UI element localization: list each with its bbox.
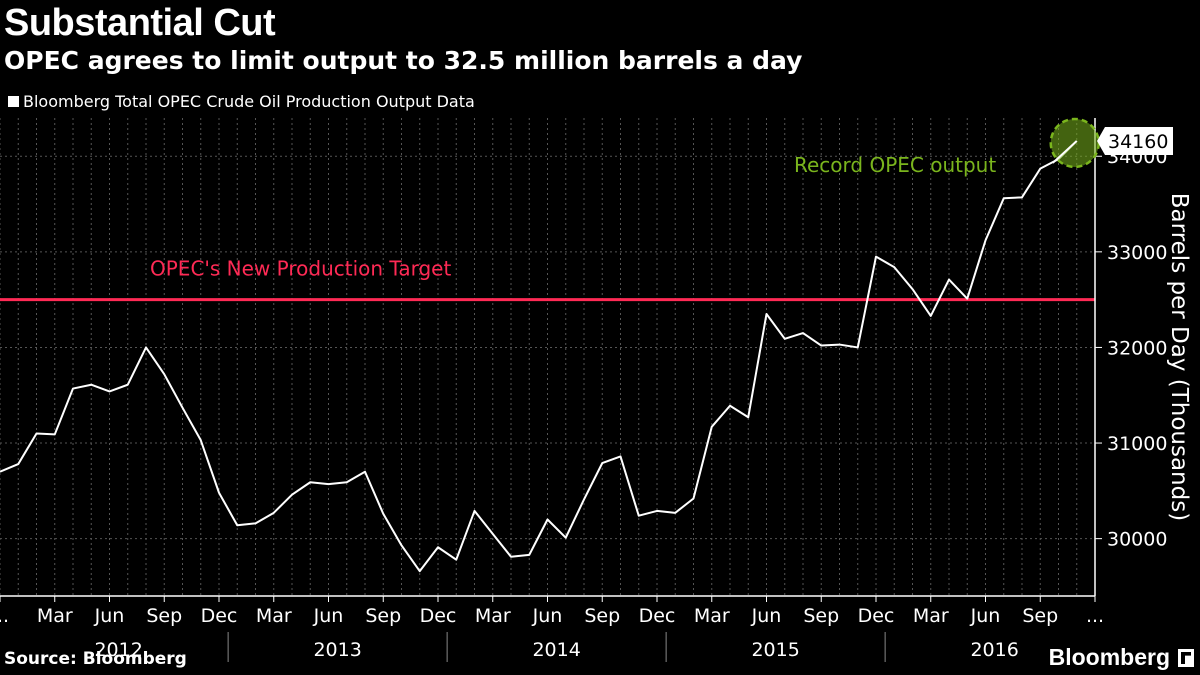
series-line-group bbox=[0, 140, 1078, 573]
x-tick-label: Dec bbox=[420, 605, 457, 627]
x-tick-label: Sep bbox=[365, 605, 401, 627]
record-segment bbox=[1052, 140, 1078, 164]
x-tick-label: Jun bbox=[970, 605, 1001, 627]
x-tick-label: Sep bbox=[146, 605, 182, 627]
x-tick-label: Jun bbox=[532, 605, 563, 627]
x-tick-label: Mar bbox=[694, 605, 730, 627]
series-line bbox=[0, 140, 1078, 573]
last-value-label: 34160 bbox=[1108, 131, 1168, 153]
y-tick-label: 31000 bbox=[1107, 433, 1167, 455]
brand-logo: Bloomberg bbox=[1048, 644, 1170, 670]
y-tick-label: 30000 bbox=[1107, 529, 1167, 551]
x-year-label: 2016 bbox=[970, 639, 1018, 661]
bloomberg-icon bbox=[1178, 649, 1194, 667]
grid bbox=[0, 118, 1096, 596]
x-tick-label: Mar bbox=[913, 605, 949, 627]
x-tick-label: Dec bbox=[201, 605, 238, 627]
x-tick-label: Mar bbox=[475, 605, 511, 627]
x-tick-label: Mar bbox=[37, 605, 73, 627]
axes: 3000031000320003300034000...MarJunSepDec… bbox=[0, 118, 1192, 662]
x-year-label: 2014 bbox=[532, 639, 580, 661]
record-label: Record OPEC output bbox=[794, 153, 996, 177]
x-tick-label: Jun bbox=[94, 605, 125, 627]
x-tick-label: Jun bbox=[313, 605, 344, 627]
y-axis-title: Barrels per Day (Thousands) bbox=[1166, 193, 1192, 521]
chart-subtitle: OPEC agrees to limit output to 32.5 mill… bbox=[4, 46, 803, 75]
legend-label: Bloomberg Total OPEC Crude Oil Productio… bbox=[23, 92, 475, 111]
x-year-label: 2013 bbox=[313, 639, 361, 661]
y-tick-label: 32000 bbox=[1107, 337, 1167, 359]
x-tick-label: Mar bbox=[256, 605, 292, 627]
x-tick-label: Jun bbox=[751, 605, 782, 627]
target-line-group: OPEC's New Production Target bbox=[0, 257, 1095, 302]
target-label: OPEC's New Production Target bbox=[150, 257, 451, 281]
last-value-box bbox=[1097, 126, 1173, 155]
legend-swatch bbox=[8, 96, 19, 107]
x-tick-label: Dec bbox=[639, 605, 676, 627]
x-tick-label: Dec bbox=[858, 605, 895, 627]
y-tick-label: 33000 bbox=[1107, 242, 1167, 264]
x-year-label: 2015 bbox=[751, 639, 799, 661]
x-tick-label: Sep bbox=[1022, 605, 1058, 627]
x-year-label: 2012 bbox=[94, 639, 142, 661]
source-note: Source: Bloomberg bbox=[4, 649, 187, 669]
x-tick-label: ... bbox=[1086, 605, 1104, 627]
x-tick-label: Sep bbox=[584, 605, 620, 627]
x-tick-label: Sep bbox=[803, 605, 839, 627]
chart-title: Substantial Cut bbox=[4, 2, 276, 44]
legend: Bloomberg Total OPEC Crude Oil Productio… bbox=[8, 92, 475, 111]
x-tick-label: ... bbox=[0, 605, 9, 627]
annotations: Record OPEC output 34160 bbox=[794, 117, 1173, 177]
